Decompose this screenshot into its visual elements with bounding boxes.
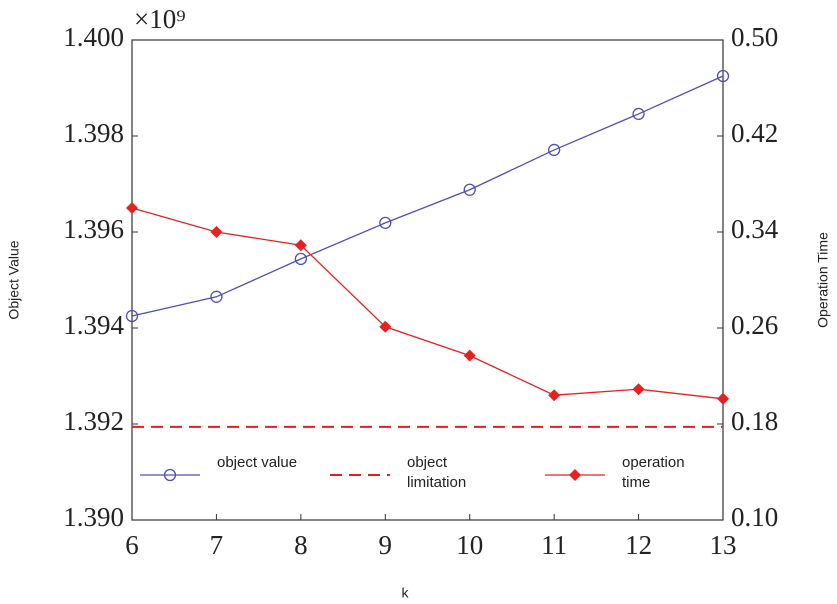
plot-frame — [131, 39, 724, 521]
y2-tick-label: 0.34 — [731, 214, 779, 244]
point — [294, 239, 307, 252]
x-axis-label: k — [402, 585, 410, 601]
y2-tick-label: 0.18 — [731, 406, 778, 436]
x-tick-label: 9 — [379, 530, 393, 560]
point — [125, 309, 139, 323]
x-tick-label: 12 — [625, 530, 652, 560]
y-axis-label: Object Value — [6, 240, 22, 319]
legend-marker — [163, 468, 177, 482]
y-tick-label: 1.390 — [63, 502, 124, 532]
point — [126, 202, 138, 214]
series-line — [131, 75, 724, 317]
point — [210, 226, 223, 238]
point — [632, 107, 645, 121]
y2-tick-label: 0.26 — [731, 310, 778, 340]
point — [210, 290, 223, 303]
x-tick-label: 8 — [294, 530, 308, 560]
y-tick-label: 1.392 — [63, 406, 124, 436]
y2-tick-label: 0.50 — [731, 22, 778, 52]
point — [379, 320, 392, 333]
y2-tick-label: 0.42 — [731, 118, 778, 148]
axis-multiplier: ×10⁹ — [134, 4, 186, 34]
y-tick-label: 1.396 — [63, 214, 124, 244]
point — [716, 69, 730, 83]
point — [632, 383, 645, 396]
legend-label: object limitation — [407, 454, 467, 491]
x-tick-label: 7 — [210, 530, 224, 560]
legend-label: object value — [217, 454, 298, 471]
legend-label: operation time — [622, 454, 685, 491]
y-tick-label: 1.394 — [63, 310, 124, 340]
x-tick-label: 10 — [456, 530, 483, 560]
point — [548, 389, 561, 402]
y-tick-label: 1.398 — [63, 118, 124, 148]
y2-tick-label: 0.10 — [731, 502, 778, 532]
point — [717, 392, 729, 405]
y-tick-label: 1.400 — [63, 22, 124, 52]
y2-axis-label: Operation Time — [815, 232, 831, 328]
point — [547, 143, 561, 157]
point — [463, 183, 476, 196]
point — [379, 216, 392, 230]
series-line — [131, 207, 724, 400]
x-tick-label: 13 — [710, 530, 737, 560]
point — [463, 349, 476, 362]
x-tick-label: 6 — [125, 530, 139, 560]
point — [294, 252, 308, 266]
x-tick-label: 11 — [541, 530, 567, 560]
legend-marker — [569, 469, 581, 481]
